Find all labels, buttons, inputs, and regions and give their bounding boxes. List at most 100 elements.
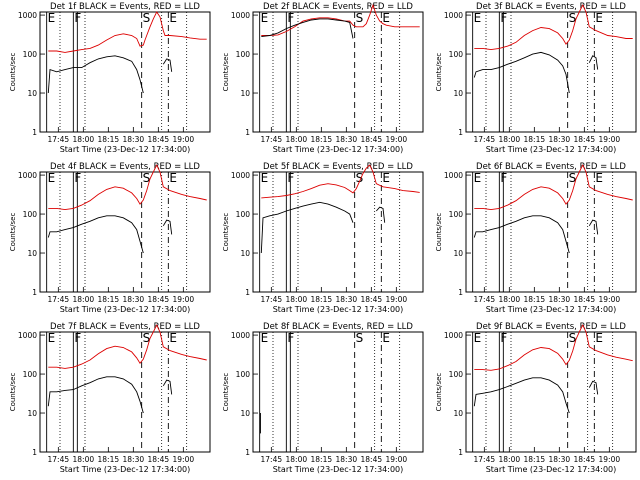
plot-frame — [39, 331, 211, 453]
y-tick-label: 10 — [27, 409, 37, 418]
y-tick-label: 1000 — [231, 11, 250, 20]
marker-label: E — [261, 331, 269, 345]
marker-label: S — [143, 171, 151, 185]
x-tick-label: 18:30 — [549, 135, 571, 144]
x-tick-label: 18:30 — [549, 295, 571, 304]
plot-frame — [252, 171, 424, 293]
x-axis-label: Start Time (23-Dec-12 17:34:00) — [486, 305, 617, 314]
y-tick-label: 100 — [449, 50, 464, 59]
x-tick-label: 17:45 — [48, 295, 70, 304]
panel-title: Det 7f BLACK = Events, RED = LLD — [50, 322, 200, 332]
marker-label: F — [287, 171, 294, 185]
x-tick-label: 18:30 — [336, 295, 358, 304]
y-tick-label: 1 — [245, 128, 250, 137]
y-tick-label: 1 — [458, 448, 463, 457]
marker-label: S — [356, 171, 364, 185]
x-tick-label: 18:45 — [148, 295, 170, 304]
x-tick-label: 18:00 — [499, 135, 521, 144]
marker-label: E — [169, 171, 177, 185]
x-tick-label: 18:00 — [499, 295, 521, 304]
y-tick-label: 10 — [240, 409, 250, 418]
y-tick-label: 10 — [27, 249, 37, 258]
y-tick-label: 1 — [245, 288, 250, 297]
y-tick-label: 10 — [453, 409, 463, 418]
marker-label: S — [569, 171, 577, 185]
x-tick-label: 18:00 — [499, 455, 521, 464]
marker-label: S — [569, 11, 577, 25]
x-tick-label: 18:30 — [123, 295, 145, 304]
x-axis-label: Start Time (23-Dec-12 17:34:00) — [60, 465, 191, 474]
y-tick-label: 1 — [458, 288, 463, 297]
x-tick-label: 18:15 — [311, 295, 333, 304]
y-tick-label: 100 — [449, 210, 464, 219]
marker-label: F — [500, 171, 507, 185]
marker-label: F — [500, 11, 507, 25]
x-tick-label: 18:45 — [361, 295, 383, 304]
x-tick-label: 17:45 — [474, 455, 496, 464]
x-tick-label: 17:45 — [48, 455, 70, 464]
y-tick-label: 1000 — [18, 331, 37, 340]
marker-label: E — [595, 11, 603, 25]
x-tick-label: 18:30 — [123, 455, 145, 464]
x-axis-label: Start Time (23-Dec-12 17:34:00) — [60, 305, 191, 314]
lld-series-line — [474, 164, 633, 211]
marker-label: E — [261, 171, 269, 185]
x-tick-label: 18:45 — [148, 135, 170, 144]
y-tick-label: 100 — [449, 370, 464, 379]
marker-label: F — [287, 331, 294, 345]
lld-series-line — [48, 11, 207, 53]
marker-label: E — [48, 11, 56, 25]
panel-7: Det 7f BLACK = Events, RED = LLD Counts/s… — [9, 322, 211, 474]
plot-frame — [39, 171, 211, 293]
marker-label: E — [169, 11, 177, 25]
marker-label: E — [595, 331, 603, 345]
x-tick-label: 18:45 — [361, 135, 383, 144]
marker-label: S — [569, 331, 577, 345]
y-tick-label: 1000 — [231, 331, 250, 340]
x-tick-label: 17:45 — [48, 135, 70, 144]
y-axis-label: Counts/sec — [435, 53, 443, 92]
x-tick-label: 17:45 — [261, 455, 283, 464]
lld-series-line — [474, 324, 633, 371]
panel-title: Det 2f BLACK = Events, RED = LLD — [263, 2, 413, 12]
x-tick-label: 18:30 — [123, 135, 145, 144]
events-series-line — [47, 215, 173, 254]
y-tick-label: 1 — [245, 448, 250, 457]
y-axis-label: Counts/sec — [9, 53, 17, 92]
x-tick-label: 18:45 — [361, 455, 383, 464]
marker-label: F — [500, 331, 507, 345]
x-tick-label: 18:15 — [98, 135, 120, 144]
y-tick-label: 1 — [32, 288, 37, 297]
x-tick-label: 18:45 — [574, 295, 596, 304]
events-series-line — [473, 377, 599, 414]
x-axis-label: Start Time (23-Dec-12 17:34:00) — [60, 145, 191, 154]
x-tick-label: 17:45 — [261, 295, 283, 304]
marker-label: E — [595, 171, 603, 185]
marker-label: E — [382, 331, 390, 345]
y-tick-label: 1000 — [231, 171, 250, 180]
events-series-line — [47, 376, 173, 414]
x-tick-label: 19:00 — [599, 135, 621, 144]
x-tick-label: 18:15 — [311, 455, 333, 464]
x-axis-label: Start Time (23-Dec-12 17:34:00) — [486, 465, 617, 474]
x-tick-label: 19:00 — [173, 455, 195, 464]
x-tick-label: 19:00 — [599, 455, 621, 464]
x-axis-label: Start Time (23-Dec-12 17:34:00) — [273, 145, 404, 154]
x-tick-label: 17:45 — [474, 295, 496, 304]
marker-label: S — [143, 11, 151, 25]
x-tick-label: 18:15 — [524, 455, 546, 464]
y-axis-label: Counts/sec — [435, 213, 443, 252]
panel-title: Det 6f BLACK = Events, RED = LLD — [476, 162, 626, 172]
events-series-line — [261, 18, 354, 39]
marker-label: S — [356, 331, 364, 345]
y-tick-label: 10 — [27, 89, 37, 98]
panel-title: Det 4f BLACK = Events, RED = LLD — [50, 162, 200, 172]
x-axis-label: Start Time (23-Dec-12 17:34:00) — [486, 145, 617, 154]
plot-frame — [465, 171, 637, 293]
marker-label: F — [287, 11, 294, 25]
x-tick-label: 18:30 — [336, 135, 358, 144]
x-tick-label: 19:00 — [599, 295, 621, 304]
y-tick-label: 1000 — [444, 331, 463, 340]
panel-title: Det 3f BLACK = Events, RED = LLD — [476, 2, 626, 12]
